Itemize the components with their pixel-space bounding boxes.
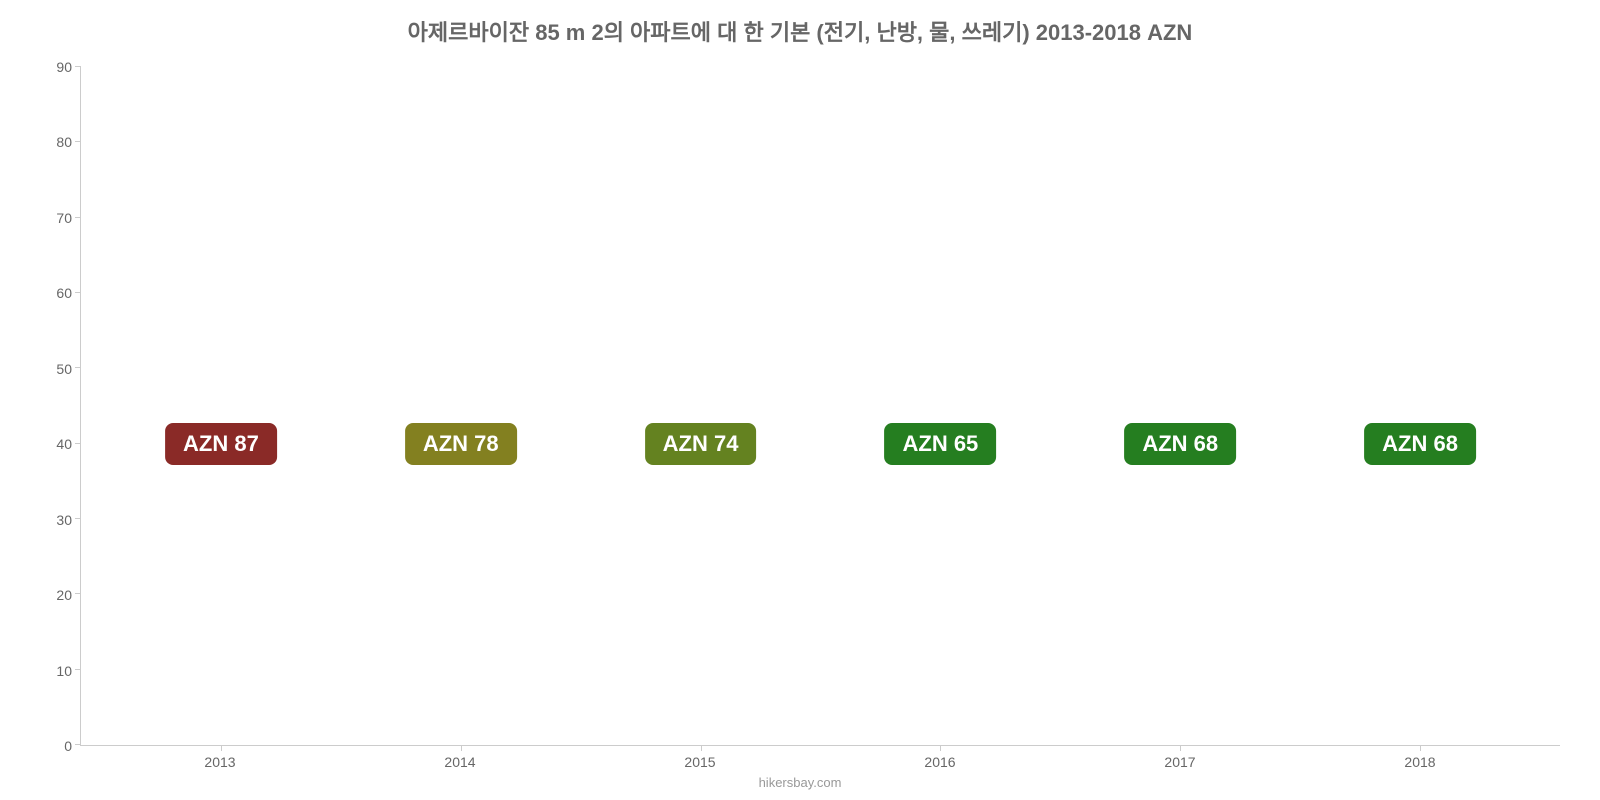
x-axis-label: 2017 (1080, 754, 1280, 770)
y-tick-mark (75, 443, 81, 444)
y-tick-mark (75, 518, 81, 519)
y-tick-mark (75, 593, 81, 594)
y-tick-mark (75, 669, 81, 670)
x-tick-mark (1180, 745, 1181, 751)
x-axis: 2013 2014 2015 2016 2017 2018 (40, 746, 1560, 770)
y-tick-label: 30 (56, 512, 72, 528)
x-tick-mark (221, 745, 222, 751)
y-tick-label: 10 (56, 663, 72, 679)
plot-area: AZN 87 AZN 78 AZN 74 AZN 65 AZN 68 AZN 68 (80, 67, 1560, 746)
x-axis-label: 2013 (120, 754, 320, 770)
y-tick-label: 60 (56, 285, 72, 301)
chart-title: 아제르바이잔 85 m 2의 아파트에 대 한 기본 (전기, 난방, 물, 쓰… (408, 15, 1193, 47)
y-tick-label: 50 (56, 361, 72, 377)
y-tick-mark (75, 217, 81, 218)
bar-value-label: AZN 65 (884, 423, 996, 465)
bar-value-label: AZN 74 (645, 423, 757, 465)
bar-value-label: AZN 78 (405, 423, 517, 465)
y-axis: 0102030405060708090 (40, 67, 80, 746)
y-tick-label: 40 (56, 436, 72, 452)
bars-container: AZN 87 AZN 78 AZN 74 AZN 65 AZN 68 AZN 68 (81, 67, 1560, 745)
x-tick-mark (940, 745, 941, 751)
source-attribution: hikersbay.com (759, 775, 842, 790)
y-tick-mark (75, 292, 81, 293)
x-axis-label: 2016 (840, 754, 1040, 770)
y-tick-label: 0 (64, 738, 72, 754)
y-tick-label: 80 (56, 134, 72, 150)
y-tick-label: 90 (56, 59, 72, 75)
x-axis-label: 2018 (1320, 754, 1520, 770)
x-axis-label: 2015 (600, 754, 800, 770)
y-tick-mark (75, 141, 81, 142)
bar-value-label: AZN 68 (1124, 423, 1236, 465)
x-tick-mark (1420, 745, 1421, 751)
x-labels: 2013 2014 2015 2016 2017 2018 (80, 746, 1560, 770)
y-tick-label: 20 (56, 587, 72, 603)
x-axis-label: 2014 (360, 754, 560, 770)
y-tick-label: 70 (56, 210, 72, 226)
y-tick-mark (75, 744, 81, 745)
x-tick-mark (461, 745, 462, 751)
chart-container: 0102030405060708090 AZN 87AZN 78AZN 74AZ… (40, 67, 1560, 746)
y-tick-mark (75, 66, 81, 67)
x-tick-mark (701, 745, 702, 751)
bar-value-label: AZN 68 (1364, 423, 1476, 465)
bar-value-label: AZN 87 (165, 423, 277, 465)
y-tick-mark (75, 367, 81, 368)
